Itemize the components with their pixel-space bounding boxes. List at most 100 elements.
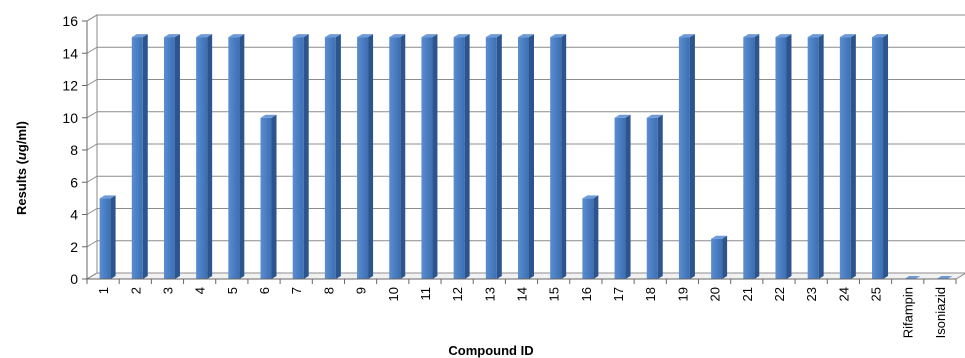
bar-side (110, 195, 116, 279)
x-tick-label: 23 (804, 287, 819, 301)
bar-front (807, 37, 819, 279)
bar (485, 34, 502, 279)
bar (389, 34, 406, 279)
bar-side (400, 34, 406, 279)
bar-side (432, 34, 438, 279)
bar-side (722, 235, 728, 279)
y-tick-label: 10 (62, 110, 78, 126)
bar-front (163, 37, 175, 279)
bar (904, 276, 921, 279)
bar (163, 34, 180, 279)
x-tick-label: 8 (321, 287, 336, 294)
bar (614, 114, 631, 279)
bar-side (657, 114, 663, 279)
bar-top (646, 114, 663, 118)
bar-top (99, 195, 116, 199)
x-tick-label: Isoniazid (933, 287, 948, 338)
bar-top (775, 34, 792, 38)
bar (711, 235, 728, 279)
x-tick-label: 24 (836, 287, 851, 301)
bar-front (839, 37, 851, 279)
bar (421, 34, 438, 279)
x-tick-label: 13 (482, 287, 497, 301)
bar (453, 34, 470, 279)
y-tick-label: 14 (62, 45, 78, 61)
bar-top (582, 195, 599, 199)
bar-side (335, 34, 341, 279)
gridline (86, 79, 965, 86)
bar-front (131, 37, 143, 279)
bar-front (196, 37, 208, 279)
x-tick-label: 4 (193, 287, 208, 294)
gridline (86, 46, 965, 54)
bar (839, 34, 856, 279)
gridline (86, 111, 965, 119)
bar-side (786, 34, 792, 279)
x-tick-label: Rifampin (901, 287, 916, 338)
x-tick-label: 22 (772, 287, 787, 301)
bar-top (357, 34, 374, 38)
y-tick-label: 12 (62, 78, 78, 94)
x-axis-title: Compound ID (448, 343, 533, 358)
bar-front (453, 37, 465, 279)
bar (518, 34, 534, 279)
bar-top (872, 34, 889, 38)
gridline (86, 14, 965, 22)
gridline (86, 208, 965, 215)
bar (743, 34, 760, 279)
bar (324, 34, 341, 279)
bar-front (485, 37, 497, 279)
x-tick-label: 15 (547, 287, 562, 301)
bar-top (453, 34, 470, 38)
bar-side (754, 34, 760, 279)
x-tick-label: 5 (225, 287, 240, 294)
bar-front (582, 198, 594, 279)
bar-top (743, 34, 760, 38)
y-axis-ticks: 0 2 4 6 8 10 12 14 16 (62, 13, 88, 287)
gridline (86, 272, 965, 280)
bar-side (142, 34, 148, 279)
x-tick-label: 21 (740, 287, 755, 301)
bar-side (850, 34, 856, 279)
bar-side (496, 34, 502, 279)
y-tick-label: 16 (62, 13, 78, 29)
y-axis-title-text-end: g/ml) (14, 121, 29, 152)
bar-side (271, 114, 277, 279)
bar (131, 34, 148, 279)
bar-top (260, 114, 277, 118)
bar-top (324, 34, 341, 38)
bar-top (228, 34, 245, 38)
bar-side (561, 34, 567, 279)
x-tick-label: 10 (386, 287, 401, 301)
bar-side (689, 34, 695, 279)
bar-front (389, 37, 401, 279)
bar-front (292, 37, 304, 279)
bar (260, 114, 277, 279)
y-tick-label: 0 (70, 271, 78, 287)
x-tick-label: 6 (257, 287, 272, 294)
bar-top (614, 114, 631, 118)
bar-front (775, 37, 787, 279)
bars (99, 34, 953, 279)
x-tick-label: 2 (128, 287, 143, 294)
bar-front (678, 37, 690, 279)
bar-side (625, 114, 631, 279)
x-axis-ticks: 1 2 3 4 5 6 7 8 9 10 11 12 13 14 15 16 17 18 19 20 21 22 23 24 2… (86, 278, 957, 338)
bar-front (260, 117, 272, 279)
bar (228, 34, 245, 279)
x-tick-label: 9 (354, 287, 369, 294)
bar-front (324, 37, 336, 279)
bar-side (818, 34, 824, 279)
bar-top (485, 34, 502, 38)
bar-top (678, 34, 695, 38)
bar (196, 34, 213, 279)
bar (292, 34, 309, 279)
y-axis-title-text: Results ( (14, 159, 29, 215)
x-tick-label: 3 (160, 287, 175, 294)
bar (582, 195, 599, 279)
bar-top (550, 34, 567, 38)
x-tick-label: 1 (96, 287, 111, 294)
bar (99, 195, 116, 279)
bar-side (883, 34, 889, 279)
bar-front (743, 37, 755, 279)
